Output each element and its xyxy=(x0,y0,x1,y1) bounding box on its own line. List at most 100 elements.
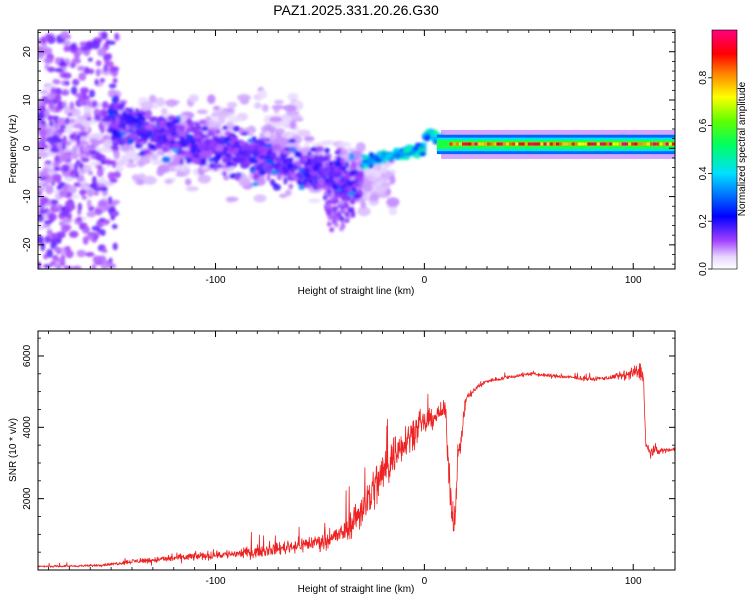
heatmap-cell xyxy=(224,137,231,141)
heatmap-cell xyxy=(283,104,297,112)
spectrogram-xtick-label: 0 xyxy=(422,275,428,286)
heatmap-cell xyxy=(169,143,174,149)
heatmap-cell xyxy=(94,78,99,86)
heatmap-cell xyxy=(53,79,61,85)
heatmap-cell xyxy=(94,114,101,122)
heatmap-cell xyxy=(134,108,140,114)
heatmap-cell xyxy=(133,117,141,124)
heatmap-cell xyxy=(85,40,95,49)
heatmap-cell xyxy=(96,168,104,178)
heatmap-cell xyxy=(388,208,398,216)
heatmap-cell xyxy=(429,131,437,137)
heatmap-cell xyxy=(38,119,42,125)
heatmap-cell xyxy=(323,185,329,191)
heatmap-cell xyxy=(241,149,246,157)
heatmap-cell xyxy=(393,149,399,154)
heatmap-cell xyxy=(85,251,95,257)
heatmap-cell xyxy=(216,163,223,169)
heatmap-cell xyxy=(101,248,108,254)
heatmap-cell xyxy=(67,198,74,203)
heatmap-cell xyxy=(119,99,128,105)
colorbar-tick-label: 0.6 xyxy=(698,118,709,132)
heatmap-cell xyxy=(39,46,44,55)
heatmap-cell xyxy=(414,142,423,147)
heatmap-cell xyxy=(276,174,282,181)
heatmap-cell xyxy=(111,96,117,103)
carrier-core-cell xyxy=(527,142,533,146)
heatmap-cell xyxy=(99,229,106,237)
heatmap-cell xyxy=(190,142,199,151)
heatmap-cell xyxy=(223,175,230,181)
heatmap-cell xyxy=(69,101,75,110)
carrier-core-cell xyxy=(593,142,599,146)
heatmap-cell xyxy=(197,174,211,184)
heatmap-cell xyxy=(172,142,181,150)
heatmap-cell xyxy=(40,135,47,144)
heatmap-cell xyxy=(164,178,173,185)
heatmap-cell xyxy=(73,162,79,172)
heatmap-cell xyxy=(71,57,82,64)
heatmap-cell xyxy=(54,94,62,103)
heatmap-cell xyxy=(86,210,96,218)
heatmap-cell xyxy=(345,187,351,193)
heatmap-cell xyxy=(78,95,83,104)
heatmap-cell xyxy=(324,162,330,168)
heatmap-cell xyxy=(70,86,78,95)
heatmap-cell xyxy=(114,32,119,40)
carrier-core-cell xyxy=(512,142,517,146)
heatmap-cell xyxy=(111,143,119,152)
heatmap-cell xyxy=(39,89,49,95)
heatmap-cell xyxy=(69,118,76,124)
heatmap-cell xyxy=(38,151,49,159)
heatmap-cell xyxy=(157,139,165,145)
snr-ytick-label: 6000 xyxy=(22,344,33,367)
carrier-core-cell xyxy=(508,142,514,146)
heatmap-cell xyxy=(112,77,118,84)
heatmap-cell xyxy=(86,188,94,198)
heatmap-cell xyxy=(38,113,45,119)
heatmap-cell xyxy=(38,186,45,192)
heatmap-cell xyxy=(251,149,260,158)
heatmap-cell xyxy=(186,138,193,145)
heatmap-cell xyxy=(71,265,82,269)
heatmap-cell xyxy=(78,72,87,81)
heatmap-cell xyxy=(315,145,324,153)
heatmap-cell xyxy=(113,140,118,144)
heatmap-cell xyxy=(336,148,342,155)
heatmap-cell xyxy=(303,155,308,163)
heatmap-cell xyxy=(43,263,52,269)
heatmap-cell xyxy=(47,66,56,73)
heatmap-cell xyxy=(78,140,89,146)
heatmap-cell xyxy=(348,170,356,176)
heatmap-cell xyxy=(349,208,355,213)
heatmap-cell xyxy=(38,214,44,223)
carrier-core-cell xyxy=(671,142,675,146)
heatmap-cell xyxy=(358,174,365,178)
carrier-core-cell xyxy=(565,142,570,146)
heatmap-cell xyxy=(329,227,335,233)
heatmap-cell xyxy=(98,183,106,188)
carrier-core-cell xyxy=(577,142,583,146)
carrier-core-cell xyxy=(649,142,655,146)
heatmap-cell xyxy=(156,168,165,177)
carrier-core-cell xyxy=(590,142,595,146)
heatmap-cell xyxy=(63,45,71,52)
heatmap-cell xyxy=(42,223,51,228)
heatmap-cell xyxy=(187,120,194,128)
heatmap-cell xyxy=(78,131,88,137)
snr-ytick-label: 2000 xyxy=(22,487,33,510)
carrier-core-cell xyxy=(643,142,649,146)
heatmap-cell xyxy=(164,142,171,147)
carrier-core-cell xyxy=(540,142,545,146)
heatmap-cell xyxy=(97,199,108,208)
heatmap-cell xyxy=(274,156,280,163)
heatmap-cell xyxy=(97,48,107,57)
heatmap-cell xyxy=(95,68,101,77)
heatmap-cell xyxy=(185,127,193,133)
heatmap-cell xyxy=(139,141,146,146)
heatmap-cell xyxy=(234,173,241,181)
heatmap-cell xyxy=(79,162,84,169)
heatmap-cell xyxy=(64,245,71,252)
heatmap-cell xyxy=(54,204,62,209)
carrier-core-cell xyxy=(568,142,573,146)
